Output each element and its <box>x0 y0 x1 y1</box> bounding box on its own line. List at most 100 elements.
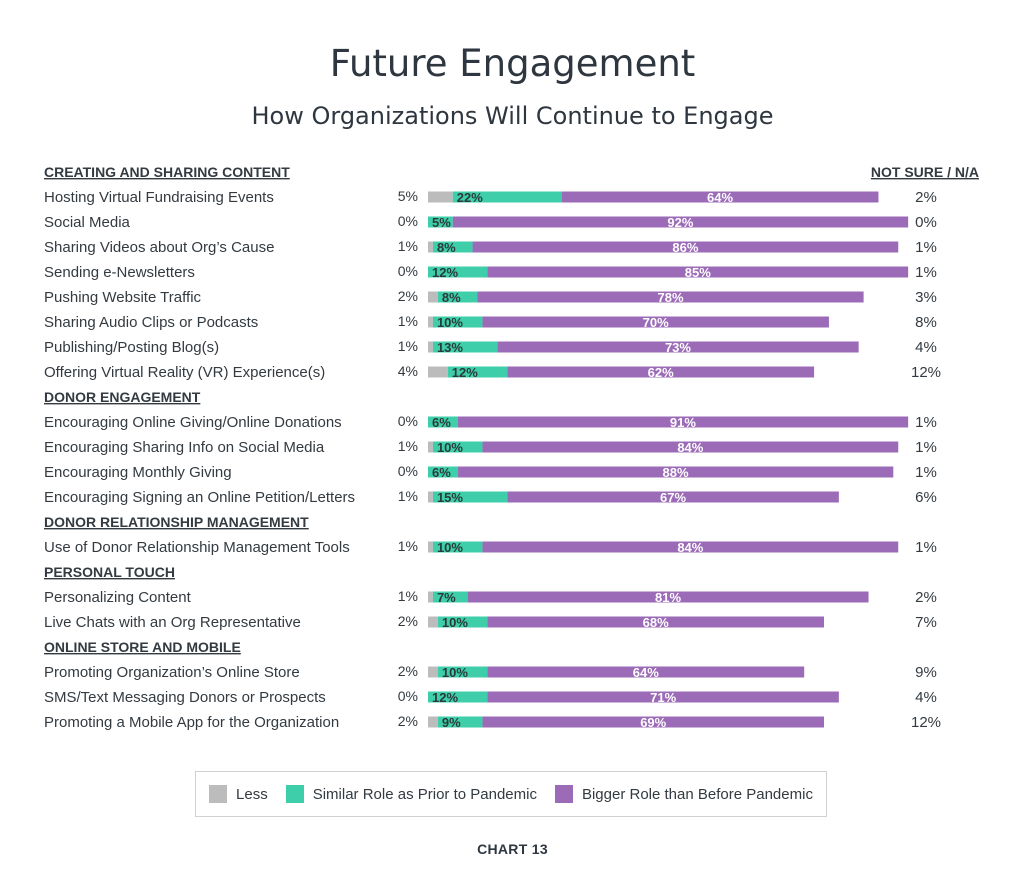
bigger-bar-segment <box>487 616 824 628</box>
na-value-label: 1% <box>915 464 937 481</box>
group-heading: DONOR ENGAGEMENT <box>44 389 201 405</box>
less-value-label: 2% <box>398 288 418 304</box>
similar-value-label: 8% <box>437 240 456 255</box>
similar-bar-segment <box>432 341 498 353</box>
row-label: Personalizing Content <box>44 589 192 606</box>
bigger-value-label: 70% <box>643 315 669 330</box>
similar-bar-segment <box>432 591 468 603</box>
na-value-label: 4% <box>915 339 937 356</box>
similar-value-label: 6% <box>432 465 451 480</box>
less-bar-segment <box>428 191 453 203</box>
chart-legend: Less Similar Role as Prior to Pandemic Big… <box>195 771 827 817</box>
similar-value-label: 10% <box>437 440 463 455</box>
legend-item-similar: Similar Role as Prior to Pandemic <box>285 785 537 803</box>
similar-value-label: 13% <box>437 340 463 355</box>
row-label: Promoting a Mobile App for the Organizat… <box>44 714 339 731</box>
similar-value-label: 6% <box>432 415 451 430</box>
less-value-label: 1% <box>398 588 418 604</box>
less-bar-segment <box>428 591 433 603</box>
similar-bar-segment <box>437 616 488 628</box>
less-value-label: 0% <box>398 688 418 704</box>
legend-swatch <box>209 785 228 803</box>
similar-value-label: 12% <box>432 265 458 280</box>
row-label: Publishing/Posting Blog(s) <box>44 339 219 356</box>
row-label: Hosting Virtual Fundraising Events <box>44 189 274 206</box>
legend-swatch <box>285 785 304 803</box>
similar-bar-segment <box>432 241 473 253</box>
bigger-value-label: 92% <box>667 215 693 230</box>
na-value-label: 9% <box>915 664 937 681</box>
less-value-label: 2% <box>398 713 418 729</box>
less-bar-segment <box>428 716 438 728</box>
less-bar-segment <box>428 366 448 378</box>
less-value-label: 1% <box>398 538 418 554</box>
less-value-label: 1% <box>398 338 418 354</box>
less-bar-segment <box>428 291 438 303</box>
na-value-label: 1% <box>915 439 937 456</box>
bigger-bar-segment <box>487 691 839 703</box>
row-label: Promoting Organization’s Online Store <box>44 664 300 681</box>
bigger-bar-segment <box>457 466 894 478</box>
bigger-bar-segment <box>482 316 829 328</box>
na-value-label: 8% <box>915 314 937 331</box>
bigger-value-label: 78% <box>658 290 684 305</box>
similar-value-label: 12% <box>452 365 478 380</box>
stacked-bar-chart: NOT SURE / N/A CREATING AND SHARING CONTE… <box>44 164 979 731</box>
bigger-value-label: 86% <box>672 240 698 255</box>
bigger-bar-segment <box>507 491 839 503</box>
less-bar-segment <box>428 491 433 503</box>
bigger-value-label: 85% <box>685 265 711 280</box>
less-bar-segment <box>428 341 433 353</box>
similar-bar-segment <box>428 416 458 428</box>
row-label: Encouraging Sharing Info on Social Media <box>44 439 325 456</box>
similar-bar-segment <box>437 716 483 728</box>
bigger-bar-segment <box>457 416 909 428</box>
bigger-value-label: 62% <box>648 365 674 380</box>
bigger-value-label: 91% <box>670 415 696 430</box>
group-heading: DONOR RELATIONSHIP MANAGEMENT <box>44 514 309 530</box>
less-value-label: 1% <box>398 313 418 329</box>
bigger-bar-segment <box>472 241 899 253</box>
similar-bar-segment <box>437 291 478 303</box>
bigger-bar-segment <box>452 216 909 228</box>
na-value-label: 2% <box>915 589 937 606</box>
row-label: Live Chats with an Org Representative <box>44 614 301 631</box>
row-label: Encouraging Monthly Giving <box>44 464 232 481</box>
na-value-label: 0% <box>915 214 937 231</box>
similar-value-label: 15% <box>437 490 463 505</box>
bigger-value-label: 73% <box>665 340 691 355</box>
bigger-value-label: 71% <box>650 690 676 705</box>
similar-value-label: 7% <box>437 590 456 605</box>
bigger-bar-segment <box>507 366 815 378</box>
group-heading: PERSONAL TOUCH <box>44 564 175 580</box>
bigger-value-label: 84% <box>677 440 703 455</box>
na-value-label: 2% <box>915 189 937 206</box>
similar-value-label: 10% <box>437 540 463 555</box>
similar-value-label: 10% <box>442 665 468 680</box>
bigger-value-label: 69% <box>640 715 666 730</box>
less-bar-segment <box>428 616 438 628</box>
similar-bar-segment <box>432 541 483 553</box>
less-value-label: 1% <box>398 488 418 504</box>
chart-number: CHART 13 <box>477 841 548 857</box>
bigger-bar-segment <box>467 591 869 603</box>
legend-label: Bigger Role than Before Pandemic <box>581 785 813 803</box>
less-value-label: 5% <box>398 188 418 204</box>
less-value-label: 0% <box>398 463 418 479</box>
similar-bar-segment <box>437 666 488 678</box>
row-label: Pushing Website Traffic <box>44 289 202 306</box>
similar-bar-segment <box>452 191 562 203</box>
na-value-label: 3% <box>915 289 937 306</box>
bigger-value-label: 64% <box>707 190 733 205</box>
similar-bar-segment <box>428 466 458 478</box>
similar-value-label: 9% <box>442 715 461 730</box>
bigger-bar-segment <box>482 716 824 728</box>
less-value-label: 4% <box>398 363 418 379</box>
similar-bar-segment <box>447 366 508 378</box>
row-label: Use of Donor Relationship Management Too… <box>44 539 350 556</box>
row-label: Offering Virtual Reality (VR) Experience… <box>44 364 325 381</box>
less-value-label: 2% <box>398 613 418 629</box>
bigger-bar-segment <box>482 541 899 553</box>
na-value-label: 1% <box>915 239 937 256</box>
similar-value-label: 10% <box>437 315 463 330</box>
